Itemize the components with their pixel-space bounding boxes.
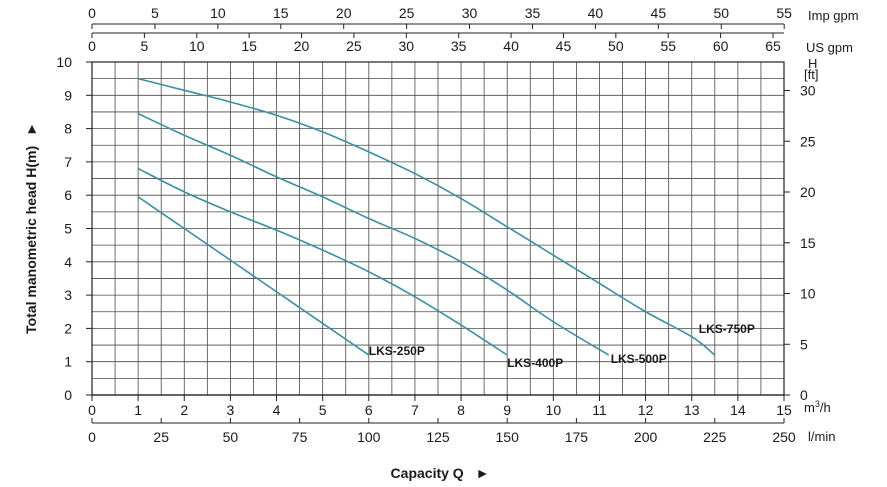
- x-axis-us-gpm-tick-label: 50: [608, 38, 624, 54]
- y-axis-ft-tick-label: 5: [800, 336, 808, 352]
- x-axis-l-min-tick-label: 200: [634, 429, 658, 445]
- x-axis-l-min: 0 25 50 75 100 125 150 175 200 225 250: [88, 418, 796, 445]
- curve-label: LKS-400P: [507, 356, 563, 370]
- x-axis-m3h-tick-label: 7: [411, 402, 419, 418]
- y-axis-m: 0 1 2 3 4 5 6 7 8 9 10: [56, 54, 92, 403]
- curve-lks-750p: [137, 77, 716, 356]
- y-axis-m-tick-label: 9: [64, 87, 72, 103]
- x-axis-m3h-tick-label: 12: [638, 402, 654, 418]
- x-axis-us-gpm-tick-label: 10: [189, 38, 205, 54]
- x-axis-l-min-tick-label: 175: [565, 429, 589, 445]
- curve-label: LKS-250P: [369, 344, 425, 358]
- x-axis-m3h-unit: m3/h: [804, 399, 831, 415]
- x-axis-l-min-tick-label: 250: [772, 429, 796, 445]
- y-axis-title: Total manometric head H(m) ►: [23, 122, 39, 334]
- x-axis-m3h-tick-label: 0: [88, 402, 96, 418]
- x-axis-m3h-tick-label: 5: [319, 402, 327, 418]
- x-axis-m3h-tick-label: 2: [180, 402, 188, 418]
- x-axis-imp-gpm-unit: Imp gpm: [808, 8, 859, 23]
- x-axis-imp-gpm-tick-label: 45: [651, 5, 667, 21]
- x-axis-imp-gpm-tick-label: 15: [273, 5, 289, 21]
- x-axis-us-gpm-tick-label: 5: [140, 38, 148, 54]
- x-axis-l-min-tick-label: 50: [223, 429, 239, 445]
- x-axis-us-gpm-unit: US gpm: [806, 40, 853, 55]
- x-axis-us-gpm-tick-label: 65: [765, 38, 781, 54]
- y-axis-ft-tick-label: 20: [800, 184, 816, 200]
- x-axis-imp-gpm-tick-label: 55: [776, 5, 792, 21]
- y-axis-ft-unit-top: H: [808, 56, 817, 71]
- x-axis-m3h-tick-label: 14: [730, 402, 746, 418]
- y-axis-m-tick-label: 2: [64, 320, 72, 336]
- pump-curves: [137, 77, 716, 356]
- y-axis-m-tick-label: 5: [64, 221, 72, 237]
- x-axis-imp-gpm-tick-label: 0: [88, 5, 96, 21]
- grid: [92, 62, 784, 395]
- y-axis-ft: 0 5 10 15 20 25 30: [784, 83, 816, 403]
- x-axis-m3h-tick-label: 15: [776, 402, 792, 418]
- y-axis-m-tick-label: 6: [64, 187, 72, 203]
- x-axis-us-gpm-tick-label: 35: [451, 38, 467, 54]
- x-axis-title: Capacity Q ►: [391, 465, 490, 481]
- y-axis-m-tick-label: 3: [64, 287, 72, 303]
- x-axis-imp-gpm-tick-label: 10: [210, 5, 226, 21]
- x-axis-m3h-tick-label: 4: [273, 402, 281, 418]
- y-axis-m-tick-label: 7: [64, 154, 72, 170]
- y-axis-ft-tick-label: 30: [800, 83, 816, 99]
- x-axis-us-gpm: 0 5 10 15 20 25 30 35 40 45 50 55 60 65: [88, 32, 784, 54]
- x-axis-imp-gpm-tick-label: 35: [525, 5, 541, 21]
- x-axis-l-min-tick-label: 0: [88, 429, 96, 445]
- x-axis-us-gpm-tick-label: 25: [346, 38, 362, 54]
- x-axis-us-gpm-tick-label: 20: [294, 38, 310, 54]
- x-axis-l-min-tick-label: 100: [357, 429, 381, 445]
- x-axis-l-min-tick-label: 75: [292, 429, 308, 445]
- x-axis-m3h-tick-label: 11: [592, 402, 607, 418]
- x-axis-l-min-unit: l/min: [808, 429, 835, 444]
- x-axis-imp-gpm-tick-label: 30: [462, 5, 478, 21]
- x-axis-l-min-tick-label: 225: [703, 429, 727, 445]
- x-axis-l-min-tick-label: 150: [496, 429, 520, 445]
- x-axis-us-gpm-tick-label: 40: [503, 38, 519, 54]
- x-axis-m3h-tick-label: 13: [684, 402, 700, 418]
- x-axis-m3h-tick-label: 6: [365, 402, 373, 418]
- y-axis-m-tick-label: 10: [56, 54, 72, 70]
- x-axis-us-gpm-tick-label: 60: [713, 38, 729, 54]
- curve-label: LKS-750P: [699, 322, 755, 336]
- x-axis-imp-gpm-tick-label: 5: [151, 5, 159, 21]
- x-axis-m3h: 0 1 2 3 4 5 6 7 8 9 10 11 12 13 14 15: [88, 394, 792, 418]
- x-axis-us-gpm-tick-label: 45: [556, 38, 572, 54]
- curve-lks-500p: [137, 112, 610, 356]
- y-axis-ft-tick-label: 15: [800, 235, 816, 251]
- y-axis-m-tick-label: 1: [64, 354, 72, 370]
- y-axis-m-tick-label: 4: [64, 254, 72, 270]
- x-axis-us-gpm-tick-label: 30: [399, 38, 415, 54]
- y-axis-ft-tick-label: 10: [800, 286, 816, 302]
- x-axis-imp-gpm-tick-label: 40: [588, 5, 604, 21]
- x-axis-m3h-tick-label: 9: [503, 402, 511, 418]
- curve-label: LKS-500P: [611, 352, 667, 366]
- x-axis-m3h-tick-label: 10: [546, 402, 562, 418]
- x-axis-us-gpm-tick-label: 55: [660, 38, 676, 54]
- x-axis-l-min-tick-label: 125: [426, 429, 450, 445]
- y-axis-m-tick-label: 0: [64, 387, 72, 403]
- x-axis-l-min-tick-label: 25: [153, 429, 169, 445]
- x-axis-imp-gpm-tick-label: 25: [399, 5, 415, 21]
- x-axis-imp-gpm: 0 5 10 15 20 25 30 35 40 45 50 55: [88, 5, 792, 29]
- x-axis-imp-gpm-tick-label: 50: [713, 5, 729, 21]
- x-axis-m3h-tick-label: 3: [227, 402, 235, 418]
- x-axis-us-gpm-tick-label: 15: [241, 38, 257, 54]
- y-axis-ft-unit-bottom: [ft]: [804, 67, 818, 82]
- y-axis-m-tick-label: 8: [64, 121, 72, 137]
- x-axis-us-gpm-tick-label: 0: [88, 38, 96, 54]
- x-axis-imp-gpm-tick-label: 20: [336, 5, 352, 21]
- y-axis-ft-tick-label: 0: [800, 387, 808, 403]
- curve-labels: LKS-250P LKS-400P LKS-500P LKS-750P: [369, 322, 755, 370]
- curve-lks-400p: [137, 167, 508, 356]
- x-axis-m3h-tick-label: 8: [457, 402, 465, 418]
- x-axis-m3h-tick-label: 1: [134, 402, 142, 418]
- curve-lks-250p: [137, 196, 370, 356]
- y-axis-ft-tick-label: 25: [800, 133, 816, 149]
